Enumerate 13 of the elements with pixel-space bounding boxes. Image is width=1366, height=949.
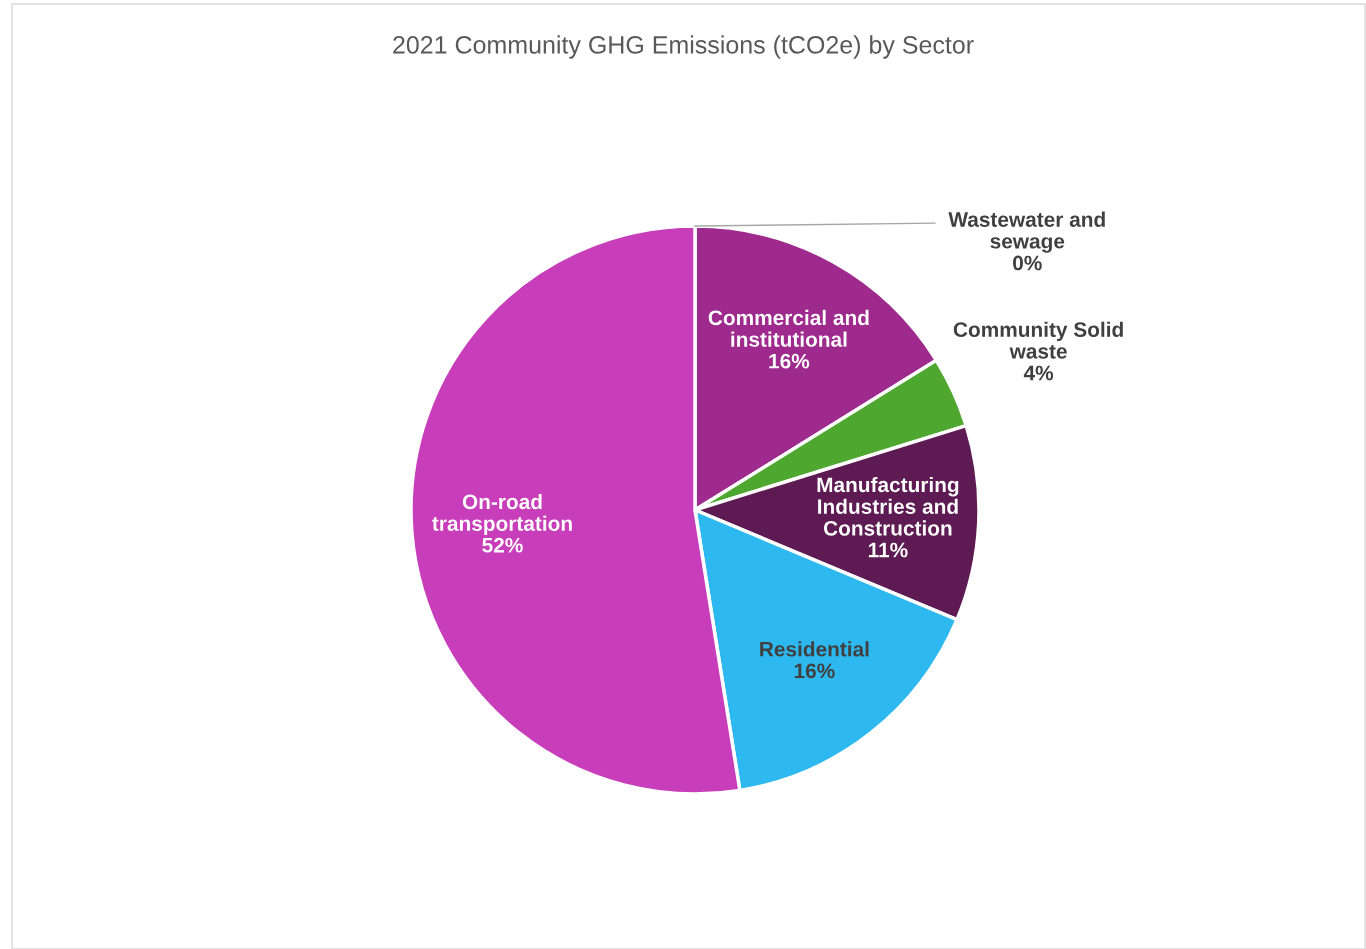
slice-label: Commercial and institutional bbox=[708, 309, 869, 347]
data-label: 16% bbox=[769, 353, 810, 369]
slice-label: Community Solid waste bbox=[953, 321, 1123, 359]
text: 0% bbox=[1013, 255, 1042, 271]
slice-label: On-road transportation bbox=[432, 493, 572, 536]
data-label: 11% bbox=[868, 542, 908, 558]
slice-label: Residential bbox=[760, 641, 869, 657]
data-label: 4% bbox=[1023, 365, 1054, 381]
chart-title: 2021 Community GHG Emissions (tCO2e) by Sector bbox=[393, 35, 974, 59]
slice-label: Manufacturing Industries and Construction bbox=[817, 476, 959, 536]
data-label: 52% bbox=[482, 537, 523, 553]
data-label: 16% bbox=[794, 663, 835, 679]
category-label: Wastewater and sewage bbox=[948, 211, 1105, 253]
